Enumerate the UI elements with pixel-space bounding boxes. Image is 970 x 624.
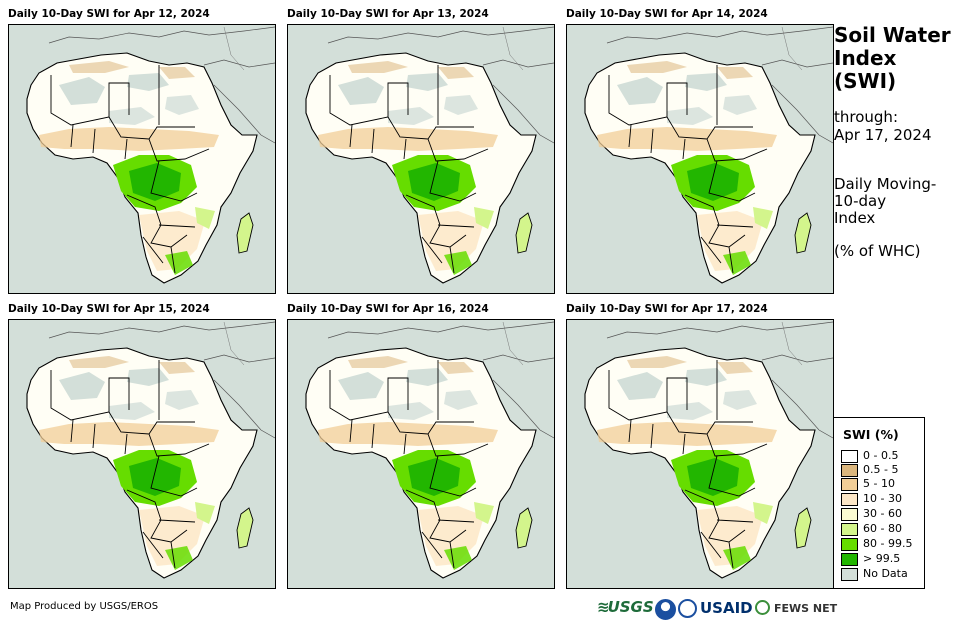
legend-item: 60 - 80 [841,522,921,536]
fewsnet-globe-icon [755,600,770,615]
through-date-block: through: Apr 17, 2024 [834,108,970,144]
through-date: Apr 17, 2024 [834,126,932,144]
fewsnet-logo-text: FEWS NET [774,602,838,615]
sidebar-title-line: Index [834,46,897,70]
map-image [566,319,834,589]
units-label: (% of WHC) [834,242,921,260]
legend-item: > 99.5 [841,552,921,566]
legend-swatch [841,523,858,536]
legend-item: 10 - 30 [841,492,921,506]
legend-item: 80 - 99.5 [841,537,921,551]
legend-label: 60 - 80 [863,522,902,535]
usaid-logo: USAID [700,599,753,617]
sidebar-title: Soil Water Index (SWI) [834,24,970,93]
legend-label: No Data [863,567,908,580]
africa-map-graphic [305,26,554,284]
legend-swatch [841,478,858,491]
sidebar-title-line: (SWI) [834,69,897,93]
description-line: Index [834,209,876,227]
legend-item: 0 - 0.5 [841,449,921,463]
legend: SWI (%) 0 - 0.5 0.5 - 5 5 - 10 10 - 30 3… [833,417,925,589]
legend-title: SWI (%) [843,427,899,442]
legend-item: 0.5 - 5 [841,463,921,477]
legend-swatch [841,450,858,463]
map-image [287,24,555,294]
panel-title: Daily 10-Day SWI for Apr 13, 2024 [287,8,489,20]
nasa-seal-icon [678,599,697,618]
map-image [566,24,834,294]
legend-swatch [841,493,858,506]
map-image [8,24,276,294]
africa-map-graphic [305,321,554,579]
panel-title: Daily 10-Day SWI for Apr 14, 2024 [566,8,768,20]
through-label: through: [834,108,898,126]
legend-label: > 99.5 [863,552,901,565]
legend-label: 0.5 - 5 [863,463,899,476]
africa-map-graphic [584,321,833,579]
index-description: Daily Moving- 10-day Index [834,176,970,227]
map-credit: Map Produced by USGS/EROS [10,601,159,612]
legend-swatch [841,568,858,581]
legend-item: 30 - 60 [841,507,921,521]
legend-label: 80 - 99.5 [863,537,913,550]
africa-map-graphic [26,26,275,284]
panel-title: Daily 10-Day SWI for Apr 17, 2024 [566,303,768,315]
noaa-logo-icon [655,599,676,620]
legend-swatch [841,538,858,551]
legend-label: 0 - 0.5 [863,449,899,462]
partner-logos: ≋USGS USAID FEWS NET [597,597,837,621]
usgs-wave-icon: ≋ [597,598,610,616]
africa-map-graphic [26,321,275,579]
description-line: Daily Moving- [834,175,937,193]
map-image [287,319,555,589]
usgs-logo-text: USGS [607,598,654,616]
description-line: 10-day [834,192,887,210]
legend-swatch [841,508,858,521]
panel-title: Daily 10-Day SWI for Apr 12, 2024 [8,8,210,20]
legend-label: 30 - 60 [863,507,902,520]
legend-swatch [841,553,858,566]
map-image [8,319,276,589]
legend-item: No Data [841,567,921,581]
usgs-logo: ≋USGS [597,598,654,616]
panel-title: Daily 10-Day SWI for Apr 15, 2024 [8,303,210,315]
legend-swatch [841,464,858,477]
legend-label: 5 - 10 [863,477,895,490]
panel-title: Daily 10-Day SWI for Apr 16, 2024 [287,303,489,315]
legend-item: 5 - 10 [841,477,921,491]
africa-map-graphic [584,26,833,284]
sidebar-title-line: Soil Water [834,23,951,47]
legend-label: 10 - 30 [863,492,902,505]
